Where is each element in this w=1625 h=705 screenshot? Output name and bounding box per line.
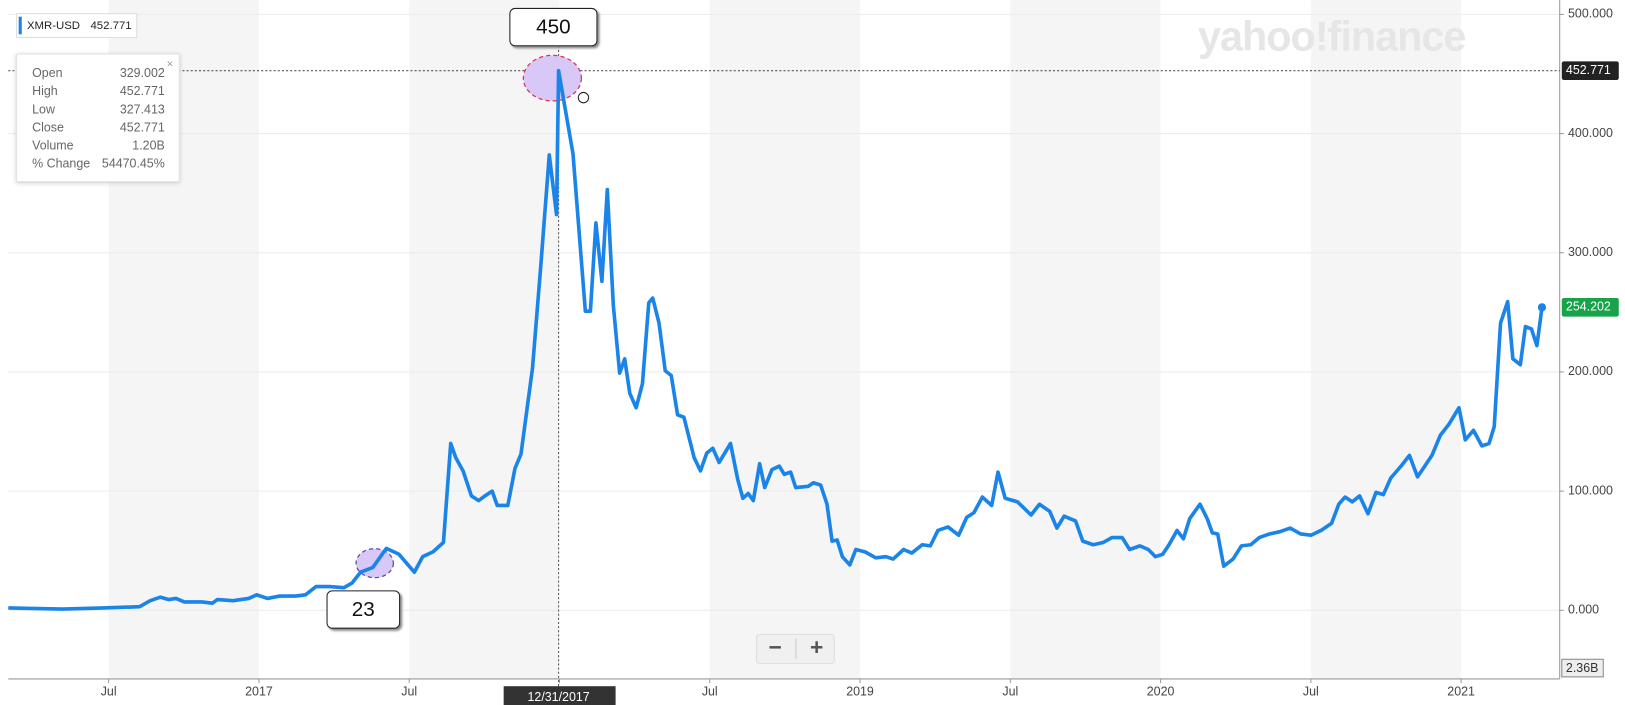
callout-label: 450 [536, 16, 571, 39]
watermark: yahoo!finance [1198, 12, 1465, 59]
tooltip-value: 327.413 [120, 102, 165, 116]
x-tick-label: 2017 [245, 685, 273, 699]
crosshair-date-label: 12/31/2017 [528, 690, 590, 704]
volume-label: 2.36B [1566, 661, 1598, 675]
tooltip-value: 54470.45% [102, 157, 165, 171]
tooltip-box [16, 53, 180, 183]
tooltip-value: 1.20B [132, 139, 164, 153]
highlight-ellipse [522, 54, 583, 102]
callout-box [326, 590, 401, 629]
hover-marker [577, 91, 590, 104]
y-tick-label: 500.000 [1568, 7, 1613, 21]
period-band [1310, 0, 1462, 679]
last-point [1537, 303, 1547, 312]
last-price-badge [1561, 298, 1619, 317]
tooltip-value: 452.771 [120, 84, 165, 98]
y-tick-label: 400.000 [1568, 126, 1613, 140]
period-band [409, 0, 560, 679]
tooltip-key: Volume [32, 139, 74, 153]
x-tick-label: 2020 [1147, 685, 1175, 699]
y-tick-label: 300.000 [1568, 245, 1613, 259]
volume-badge [1561, 658, 1604, 678]
period-band [1010, 0, 1161, 679]
zoom-button[interactable]: − [769, 634, 782, 660]
tooltip-key: Low [32, 102, 55, 116]
x-tick-label: Jul [1303, 685, 1319, 699]
tooltip-key: Open [32, 66, 62, 80]
crosshair-price-badge [1561, 61, 1619, 81]
tooltip-key: Close [32, 120, 64, 134]
tooltip-value: 329.002 [120, 66, 165, 80]
tooltip-close[interactable]: × [167, 58, 174, 70]
price-line [8, 68, 1544, 611]
x-tick-label: 2019 [846, 685, 874, 699]
callout-box [509, 7, 598, 47]
x-tick-label: Jul [401, 685, 417, 699]
last-price-label: 254.202 [1566, 300, 1611, 314]
legend-swatch [18, 16, 22, 35]
x-tick-label: Jul [702, 685, 718, 699]
legend-name: XMR-USD [27, 20, 80, 32]
legend-box [16, 13, 138, 38]
y-tick-label: 100.000 [1568, 483, 1613, 497]
y-tick-label: 200.000 [1568, 364, 1613, 378]
tooltip-key: % Change [32, 157, 90, 171]
x-tick-label: Jul [101, 685, 117, 699]
x-tick-label: Jul [1002, 685, 1018, 699]
crosshair-price-label: 452.771 [1566, 63, 1611, 77]
legend-value: 452.771 [90, 20, 131, 32]
callout-label: 23 [352, 598, 375, 621]
crosshair-date-badge [503, 686, 616, 705]
period-band [709, 0, 861, 679]
tooltip-key: High [32, 84, 58, 98]
tooltip-value: 452.771 [120, 120, 165, 134]
x-tick-label: 2021 [1447, 685, 1475, 699]
zoom-button[interactable]: + [810, 634, 823, 660]
y-tick-label: 0.000 [1568, 603, 1599, 617]
